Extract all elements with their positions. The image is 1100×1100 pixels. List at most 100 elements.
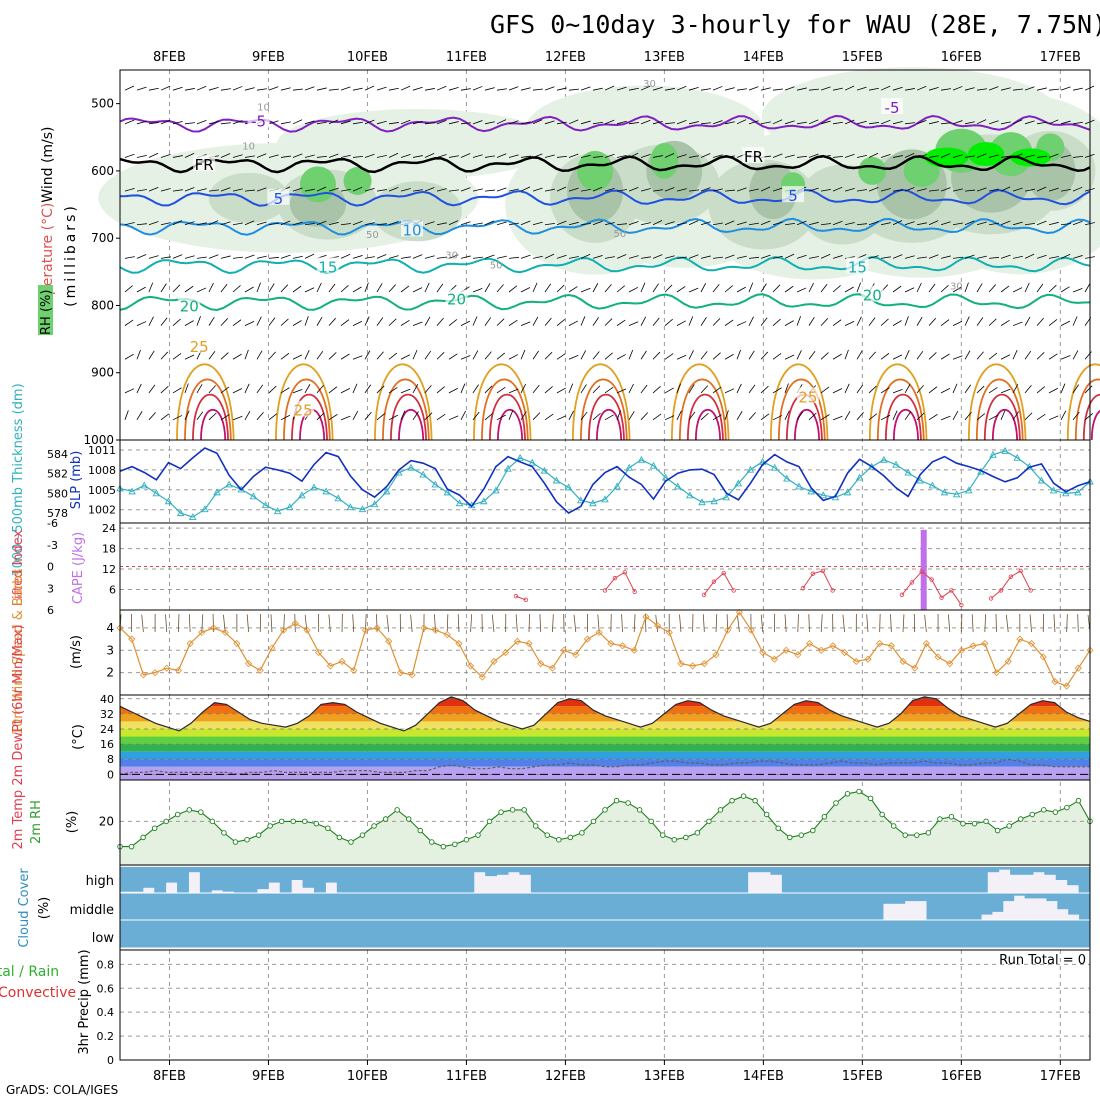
wind-barb — [652, 283, 659, 293]
cloud-middle-bar — [359, 893, 372, 920]
cloud-low-bar — [616, 920, 629, 948]
thickness-point — [225, 480, 233, 488]
wind-barb — [124, 222, 135, 226]
cloud-high-bar — [142, 867, 155, 888]
wind-barb — [172, 155, 183, 158]
wind-barb — [832, 87, 843, 91]
temp-color-bands — [120, 696, 1090, 780]
wind-barb — [1072, 87, 1083, 91]
rh-point — [302, 818, 308, 825]
wind-barb — [856, 412, 864, 421]
cloud-high-bar — [120, 867, 132, 892]
rh-point — [532, 823, 539, 829]
cloud-middle-bar — [926, 893, 938, 920]
wind-barb — [532, 384, 540, 394]
wind-barb — [1000, 319, 1010, 326]
wind-barb — [520, 121, 531, 125]
wind-barb — [724, 189, 735, 192]
wind-barb — [580, 411, 588, 421]
surface-wind-barb — [842, 614, 845, 633]
wind-barb — [784, 410, 790, 420]
cloud-low-bar — [662, 920, 675, 948]
wind-barb — [328, 187, 339, 192]
cloud-middle-bar — [174, 893, 186, 920]
cloud-middle-bar — [425, 893, 437, 920]
wind-barb — [808, 88, 820, 91]
wind-barb — [256, 255, 267, 259]
wind-barb — [520, 254, 531, 259]
cloud-high-bar — [975, 867, 988, 893]
wind-barb — [376, 154, 387, 158]
wind-barb — [784, 354, 795, 360]
cloud-high-bar — [1055, 867, 1068, 880]
thickness-point — [419, 470, 427, 478]
credit-text: GrADS: COLA/IGES — [6, 1083, 119, 1097]
cloud-high-bar — [199, 867, 212, 893]
wind-barb — [448, 189, 459, 192]
thickness-point — [783, 474, 791, 482]
cloud-middle-bar — [120, 893, 132, 920]
cloud-middle-bar — [861, 893, 873, 920]
wind-barb — [1024, 316, 1031, 326]
wind-barb — [508, 188, 519, 192]
wind-barb — [172, 353, 182, 360]
wind-barb — [772, 119, 783, 125]
cloud-unit-label: (%) — [37, 897, 52, 920]
li-tick-label: 3 — [47, 582, 54, 595]
wind-barb — [400, 354, 411, 360]
wind-barb — [724, 121, 735, 125]
li-point — [919, 569, 924, 574]
wind-barb — [724, 285, 733, 293]
wind-barb — [832, 255, 843, 259]
thickness-point — [880, 455, 888, 463]
cloud-middle-bar — [1046, 893, 1058, 902]
wind-speed-point — [502, 648, 510, 657]
wind-barb — [580, 287, 591, 293]
wind-barb — [172, 254, 183, 259]
li-segment — [1000, 576, 1012, 591]
wind-barb — [592, 87, 603, 91]
wind-barb — [748, 188, 759, 192]
rh-contour-label: 30 — [445, 250, 458, 261]
cloud-middle-bar — [664, 893, 677, 920]
wind-barb — [688, 350, 694, 360]
wind-barb — [916, 316, 923, 326]
wind-barb — [328, 352, 337, 360]
wind-barb — [376, 254, 387, 259]
li-point — [513, 594, 519, 599]
cloud-high-bar — [736, 867, 749, 893]
wind-speed-point — [689, 662, 697, 670]
wind-barb — [352, 355, 363, 360]
wind-barb — [364, 153, 375, 158]
wind-barb — [184, 153, 195, 158]
wind-barb — [472, 350, 479, 360]
wind-barb — [628, 152, 639, 158]
cloud-low-bar — [143, 920, 156, 948]
wind-barb — [352, 255, 363, 259]
wind-barb — [364, 282, 369, 293]
cloud-middle-bar — [392, 893, 404, 920]
wind-barb — [424, 282, 430, 293]
cape-tick-label: 6 — [109, 584, 116, 597]
wind-barb — [724, 388, 735, 394]
wind-speed-point — [244, 660, 253, 668]
cloud-low-bar — [685, 920, 698, 948]
wind-barb — [832, 156, 844, 158]
rh-point — [694, 830, 701, 836]
wind-barb — [808, 351, 816, 360]
wind-barb — [760, 87, 771, 91]
rh-contour-label: 50 — [366, 230, 379, 241]
wind-barb — [988, 222, 999, 226]
thickness-point — [928, 481, 937, 489]
wind-speed-point — [654, 622, 662, 630]
thickness-point — [1049, 486, 1058, 494]
temp-tick-label: 8 — [107, 753, 114, 766]
wind-barb — [1024, 253, 1035, 259]
thickness-point — [540, 466, 549, 474]
surface-wind-barb — [784, 614, 787, 633]
wind-barb — [748, 86, 759, 91]
rh-point — [833, 800, 839, 806]
wind-barb — [532, 255, 543, 259]
rh-point — [613, 797, 620, 804]
wind-barb — [424, 316, 431, 326]
